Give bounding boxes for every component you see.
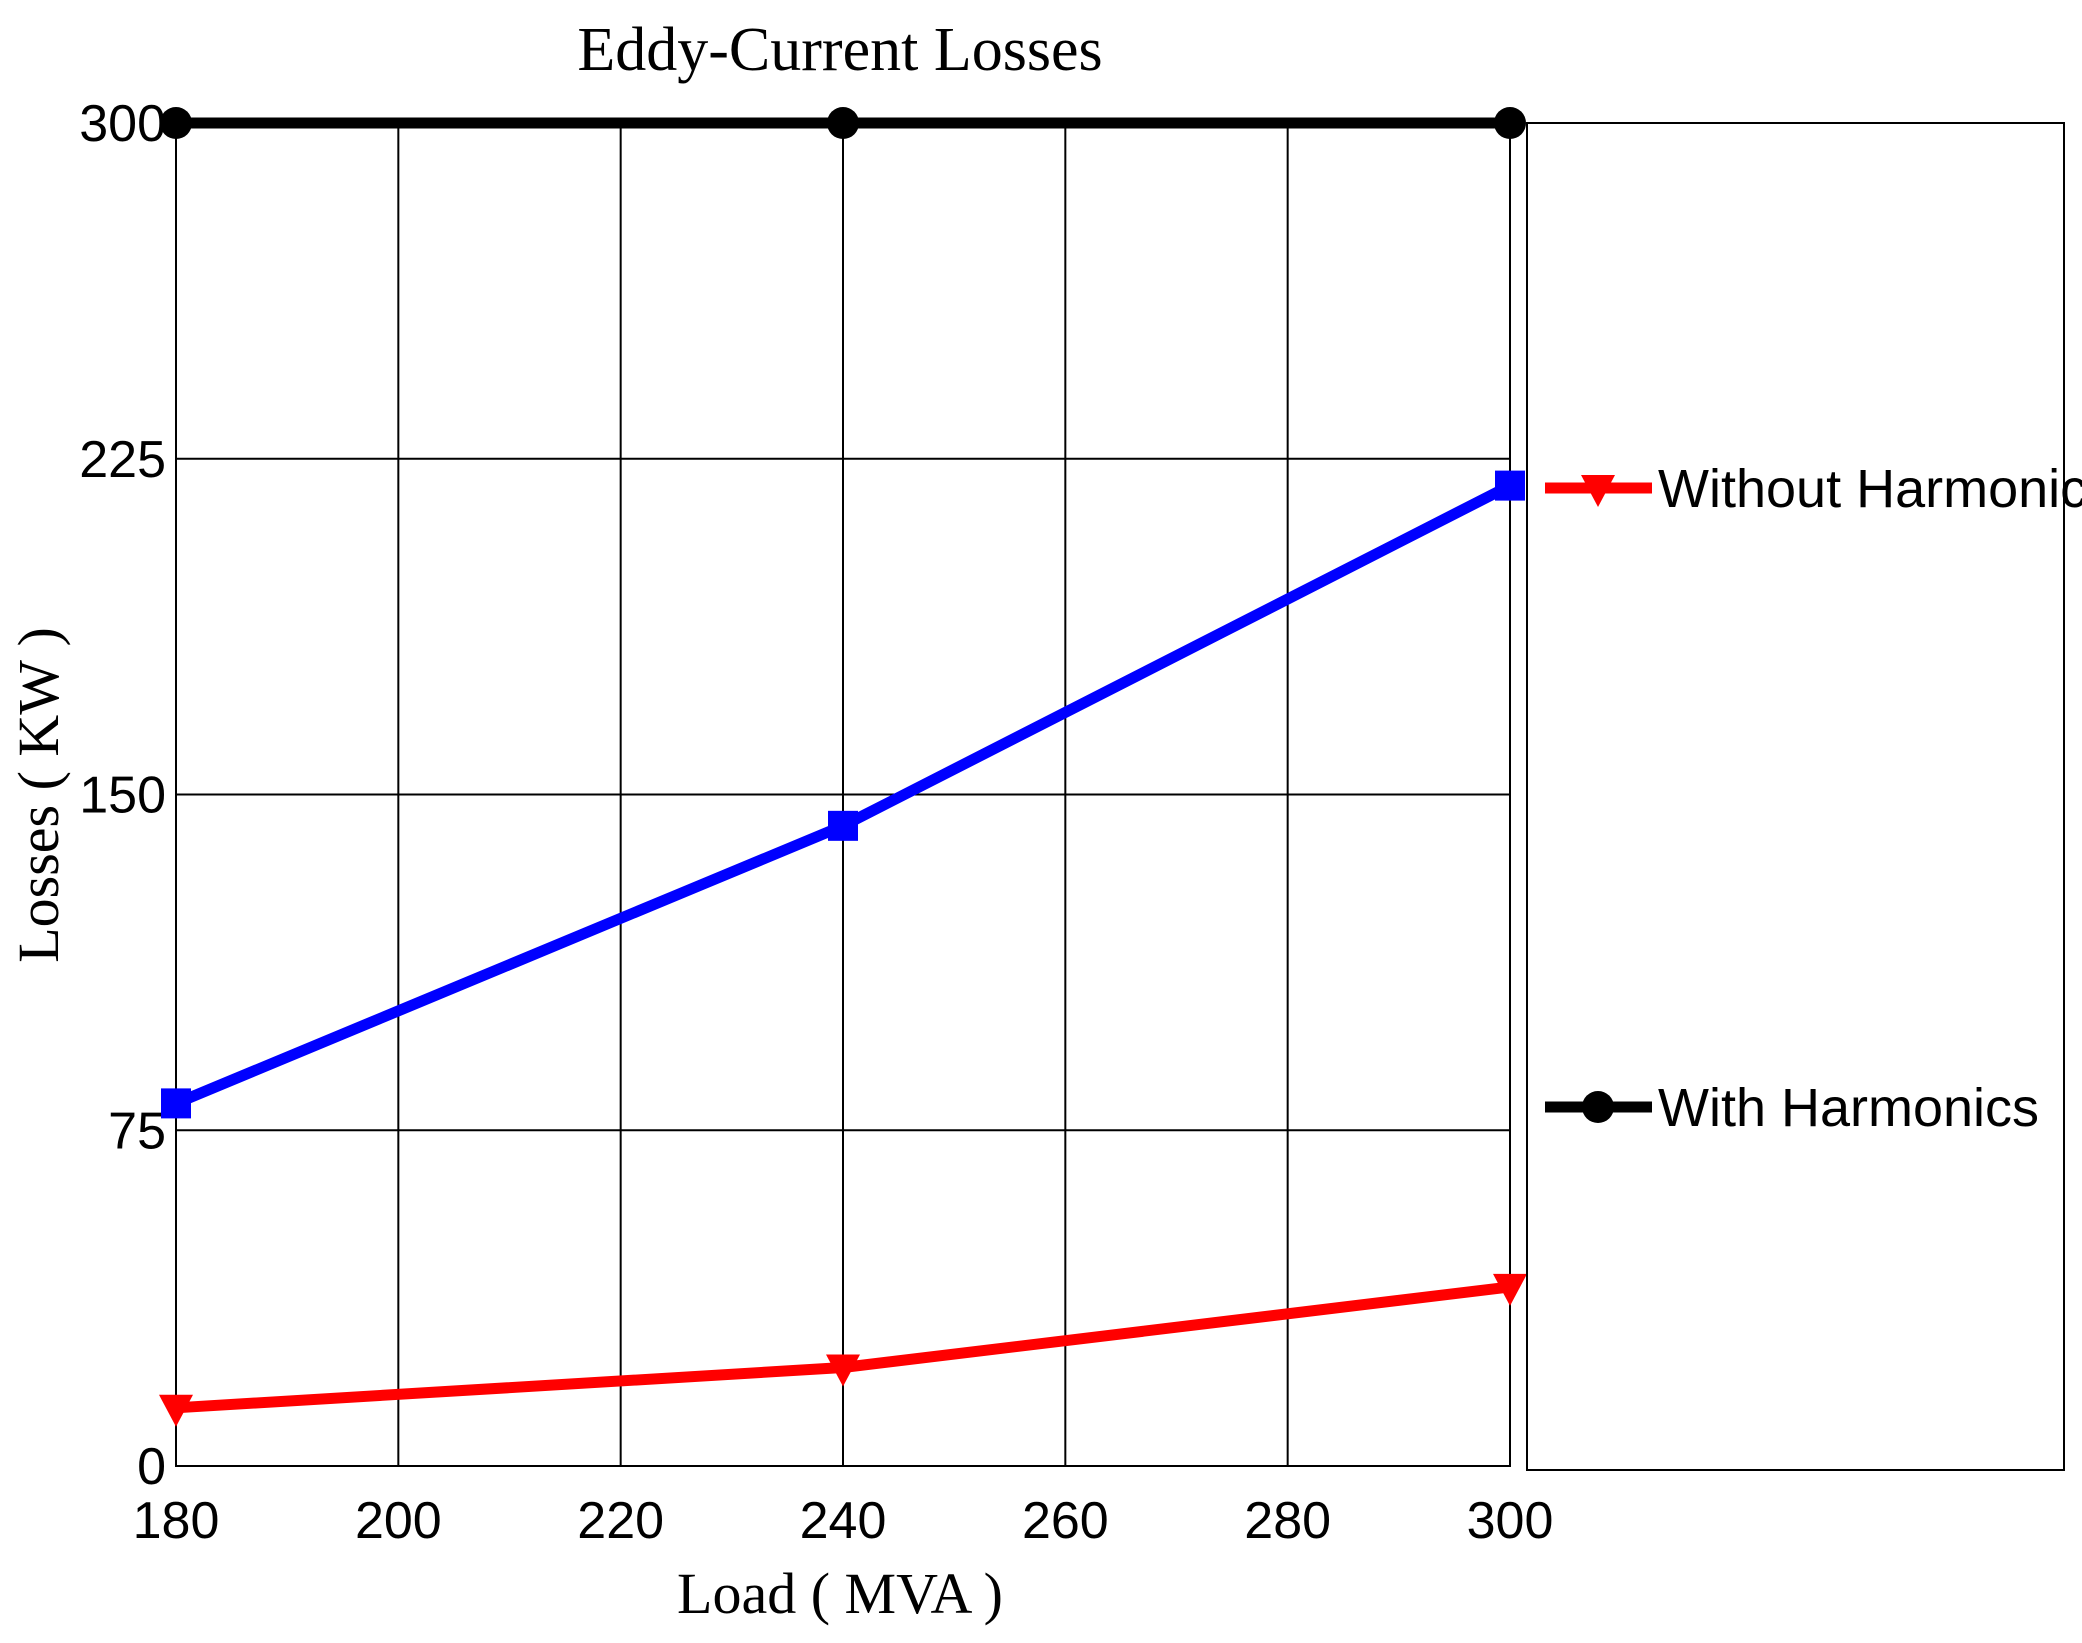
x-tick-label: 280 [1244, 1492, 1331, 1550]
y-tick-label: 225 [79, 431, 166, 489]
legend-item-0: Without Harmonics [1545, 459, 2082, 519]
legend-marker [1581, 475, 1615, 507]
x-tick-label: 220 [577, 1492, 664, 1550]
data-point-1-0 [160, 107, 192, 139]
y-tick-label: 75 [108, 1102, 166, 1160]
y-tick-label: 300 [79, 95, 166, 153]
x-tick-label: 260 [1022, 1492, 1109, 1550]
y-axis-label: Losses ( KW ) [6, 627, 71, 963]
y-axis-ticks: 0 75 150 225 300 [79, 95, 166, 1496]
data-point-0-0 [159, 1394, 193, 1427]
data-point-1-2 [1494, 107, 1526, 139]
x-tick-label: 240 [800, 1492, 887, 1550]
series-0 [159, 1273, 1527, 1427]
legend-marker [1582, 1091, 1614, 1123]
y-tick-label: 0 [137, 1438, 166, 1496]
data-point-0-1 [826, 1354, 860, 1387]
legend-item-1: With Harmonics [1545, 1078, 2039, 1138]
grid [175, 122, 1511, 1467]
chart-title: Eddy-Current Losses [577, 16, 1102, 84]
series-layer [159, 107, 1527, 1427]
x-axis-label: Load ( MVA ) [677, 1561, 1003, 1626]
series-1 [160, 107, 1526, 139]
x-tick-label: 200 [355, 1492, 442, 1550]
data-point-2-2 [1495, 470, 1525, 501]
legend-box [1526, 122, 2065, 1471]
data-point-1-1 [827, 107, 859, 139]
y-tick-label: 150 [79, 767, 166, 825]
x-tick-label: 300 [1467, 1492, 1554, 1550]
data-point-2-0 [161, 1088, 191, 1119]
x-tick-label: 180 [133, 1492, 220, 1550]
legend-label: Without Harmonics [1658, 459, 2082, 519]
data-point-0-2 [1493, 1273, 1527, 1306]
legend: Without Harmonics With Harmonics [1545, 459, 2082, 1138]
legend-label: With Harmonics [1658, 1078, 2039, 1138]
series-2 [161, 470, 1525, 1119]
data-point-2-1 [828, 810, 858, 841]
x-axis-ticks: 180 200 220 240 260 280 300 [133, 1492, 1554, 1550]
